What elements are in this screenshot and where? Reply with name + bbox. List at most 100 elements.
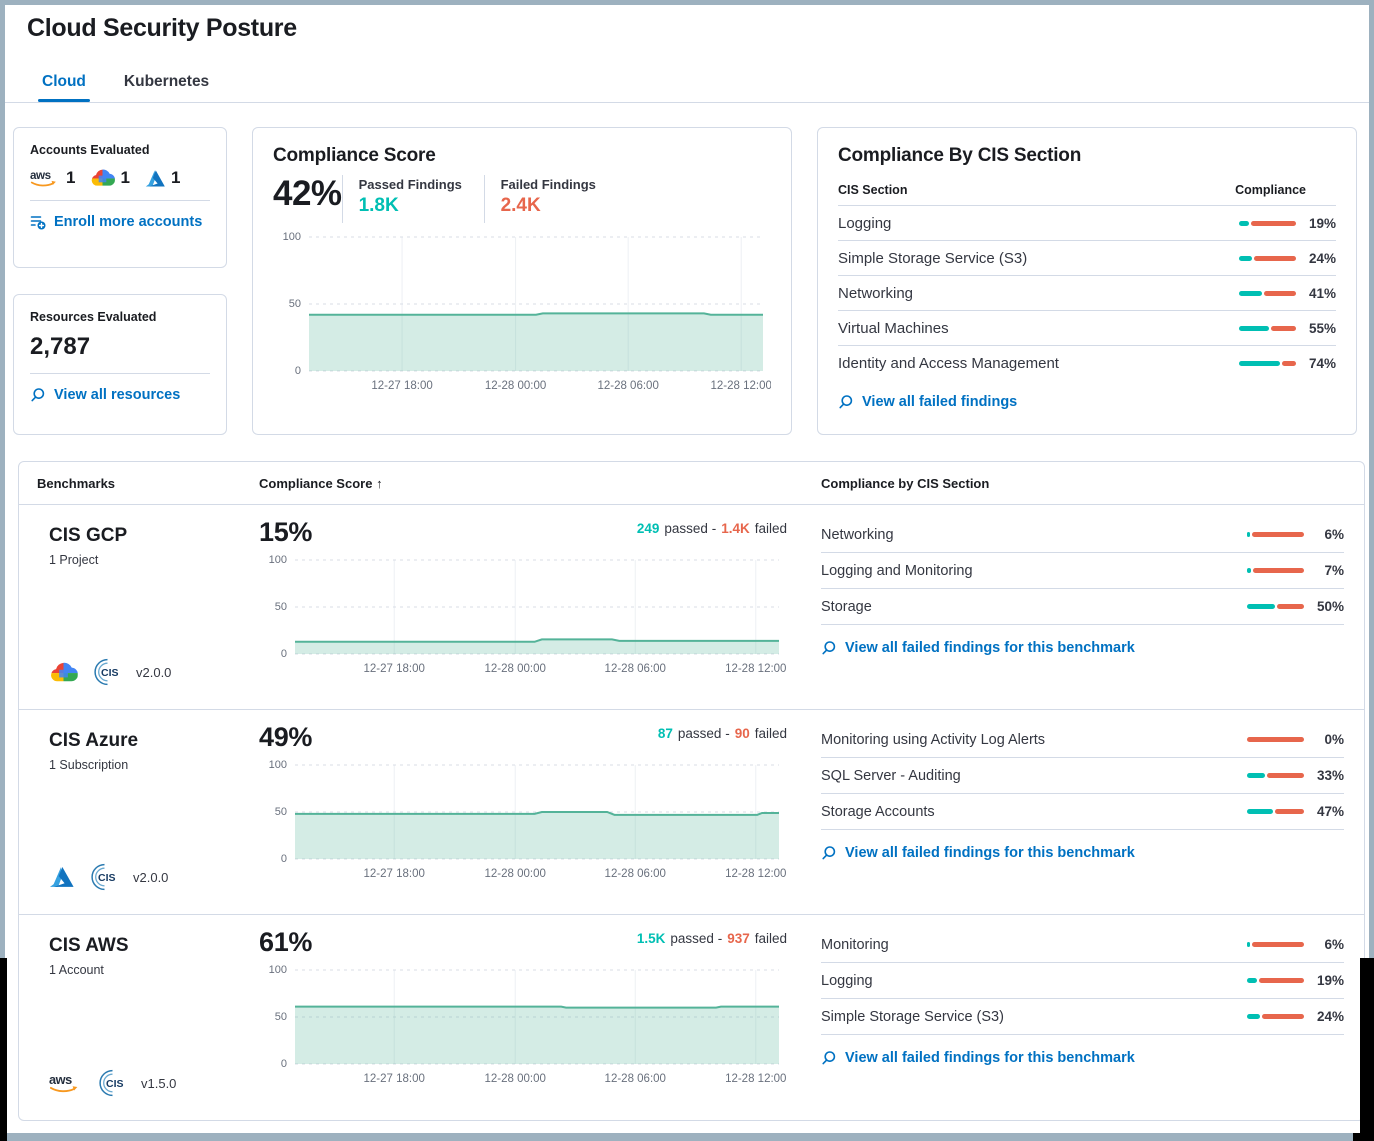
card-divider xyxy=(30,200,210,201)
cis-section-column-header: Compliance by CIS Section xyxy=(821,475,990,491)
svg-text:12-28 12:00: 12-28 12:00 xyxy=(725,663,786,675)
benchmark-version: v2.0.0 xyxy=(136,664,172,680)
sort-ascending-icon: ↑ xyxy=(376,475,383,491)
svg-text:12-27 18:00: 12-27 18:00 xyxy=(371,380,432,392)
list-add-icon xyxy=(30,216,46,230)
table-row[interactable]: SQL Server - Auditing 33% xyxy=(821,758,1344,794)
table-row-cis-aws: CIS AWS 1 Account aws CIS v xyxy=(19,915,1364,1120)
gcp-account-count: 1 xyxy=(90,168,130,188)
cis-logo-icon: CIS xyxy=(91,863,116,891)
table-row[interactable]: Virtual Machines 55% xyxy=(838,310,1336,345)
benchmark-name: CIS Azure xyxy=(49,730,139,751)
table-row[interactable]: Logging and Monitoring 7% xyxy=(821,553,1344,589)
cis-section-column-header: CIS Section xyxy=(838,183,908,197)
passed-findings-value: 1.8K xyxy=(358,195,399,216)
table-row[interactable]: Storage Accounts 47% xyxy=(821,794,1344,830)
view-all-resources-link[interactable]: View all resources xyxy=(30,387,180,403)
benchmarks-table: Benchmarks Compliance Score ↑ Compliance… xyxy=(18,461,1365,1121)
svg-text:100: 100 xyxy=(269,759,287,771)
table-row[interactable]: Storage 50% xyxy=(821,589,1344,625)
svg-text:0: 0 xyxy=(281,1058,287,1070)
svg-text:12-28 12:00: 12-28 12:00 xyxy=(711,380,771,392)
compliance-bar xyxy=(1239,255,1296,261)
page-header: Cloud Security Posture Cloud Kubernetes xyxy=(5,5,1369,102)
search-icon xyxy=(822,846,836,860)
card-divider xyxy=(30,373,210,374)
svg-text:12-28 06:00: 12-28 06:00 xyxy=(605,663,666,675)
view-failed-findings-benchmark-link[interactable]: View all failed findings for this benchm… xyxy=(821,1050,1135,1066)
cis-gcp-trend-chart: 0 50 100 12-27 18:00 12-28 00:00 12-28 06:00 1… xyxy=(259,552,787,680)
view-failed-findings-benchmark-link[interactable]: View all failed findings for this benchm… xyxy=(821,845,1135,861)
table-row[interactable]: Monitoring 6% xyxy=(821,927,1344,963)
table-row[interactable]: Monitoring using Activity Log Alerts 0% xyxy=(821,722,1344,758)
compliance-by-cis-section-card: Compliance By CIS Section CIS Section Co… xyxy=(817,127,1357,435)
table-row[interactable]: Identity and Access Management 74% xyxy=(838,345,1336,380)
benchmark-subtitle: 1 Account xyxy=(49,963,104,977)
svg-text:CIS: CIS xyxy=(106,1078,124,1090)
svg-text:12-28 06:00: 12-28 06:00 xyxy=(605,868,666,880)
enroll-more-accounts-link[interactable]: Enroll more accounts xyxy=(30,214,202,230)
table-row[interactable]: Logging 19% xyxy=(838,205,1336,240)
svg-text:CIS: CIS xyxy=(98,872,116,884)
svg-text:12-27 18:00: 12-27 18:00 xyxy=(364,663,425,675)
cis-azure-trend-chart: 0 50 100 12-27 18:00 12-28 00:00 12-28 06:00 1… xyxy=(259,757,787,885)
compliance-bar xyxy=(1239,220,1296,226)
table-row[interactable]: Networking 41% xyxy=(838,275,1336,310)
svg-text:12-27 18:00: 12-27 18:00 xyxy=(364,1073,425,1085)
azure-logo-icon xyxy=(145,169,165,186)
screenshot-black-edge-left xyxy=(0,958,7,1133)
failed-findings-block: Failed Findings 2.4K xyxy=(483,175,626,223)
page-title: Cloud Security Posture xyxy=(27,14,297,42)
window-bottom-frame xyxy=(7,1133,1353,1141)
cis-logo-icon: CIS xyxy=(94,658,119,686)
resources-evaluated-card: Resources Evaluated 2,787 View all resou… xyxy=(13,294,227,435)
failed-findings-label: Failed Findings xyxy=(500,177,596,192)
svg-text:12-28 00:00: 12-28 00:00 xyxy=(485,1073,546,1085)
compliance-score-column-header[interactable]: Compliance Score ↑ xyxy=(259,475,383,491)
benchmark-version: v1.5.0 xyxy=(141,1075,177,1091)
benchmark-name: CIS GCP xyxy=(49,525,128,546)
compliance-bar xyxy=(1247,737,1304,742)
benchmark-subtitle: 1 Project xyxy=(49,553,99,567)
view-all-failed-findings-link[interactable]: View all failed findings xyxy=(838,394,1017,410)
benchmark-name: CIS AWS xyxy=(49,935,129,956)
tabs-divider xyxy=(5,102,1369,103)
svg-text:100: 100 xyxy=(269,554,287,566)
svg-text:CIS: CIS xyxy=(101,667,119,679)
view-failed-findings-benchmark-link[interactable]: View all failed findings for this benchm… xyxy=(821,640,1135,656)
compliance-bar xyxy=(1247,532,1304,537)
compliance-score-card: Compliance Score 42% Passed Findings 1.8… xyxy=(252,127,792,435)
accounts-evaluated-title: Accounts Evaluated xyxy=(30,143,150,157)
benchmark-score: 61% xyxy=(259,927,313,957)
benchmarks-table-header: Benchmarks Compliance Score ↑ Compliance… xyxy=(19,462,1364,505)
svg-text:50: 50 xyxy=(275,601,287,613)
search-icon xyxy=(839,395,853,409)
tab-kubernetes[interactable]: Kubernetes xyxy=(123,73,210,90)
passed-findings-block: Passed Findings 1.8K xyxy=(341,175,484,223)
svg-text:50: 50 xyxy=(289,298,301,310)
passed-failed-summary: 249 passed - 1.4K failed xyxy=(636,521,787,536)
table-row-cis-azure: CIS Azure 1 Subscription CIS v2.0.0 xyxy=(19,710,1364,915)
compliance-bar xyxy=(1247,568,1304,573)
compliance-bar xyxy=(1247,1014,1304,1019)
screenshot-black-edge-right xyxy=(1360,958,1374,1141)
table-row[interactable]: Logging 19% xyxy=(821,963,1344,999)
compliance-bar xyxy=(1247,773,1304,778)
table-row[interactable]: Simple Storage Service (S3) 24% xyxy=(838,240,1336,275)
cis-aws-trend-chart: 0 50 100 12-27 18:00 12-28 00:00 12-28 06:00 1… xyxy=(259,962,787,1090)
benchmark-score: 49% xyxy=(259,722,313,752)
accounts-evaluated-card: Accounts Evaluated aws 1 xyxy=(13,127,227,268)
azure-account-count: 1 xyxy=(145,168,180,188)
compliance-bar xyxy=(1239,325,1296,331)
compliance-bar xyxy=(1239,290,1296,296)
compliance-bar xyxy=(1247,942,1304,947)
compliance-column-header: Compliance xyxy=(1235,183,1306,197)
search-icon xyxy=(822,641,836,655)
benchmark-subtitle: 1 Subscription xyxy=(49,758,129,772)
passed-findings-label: Passed Findings xyxy=(358,177,462,192)
table-row[interactable]: Simple Storage Service (S3) 24% xyxy=(821,999,1344,1035)
table-row[interactable]: Networking 6% xyxy=(821,517,1344,553)
svg-text:12-28 06:00: 12-28 06:00 xyxy=(605,1073,666,1085)
tab-cloud[interactable]: Cloud xyxy=(38,69,90,102)
